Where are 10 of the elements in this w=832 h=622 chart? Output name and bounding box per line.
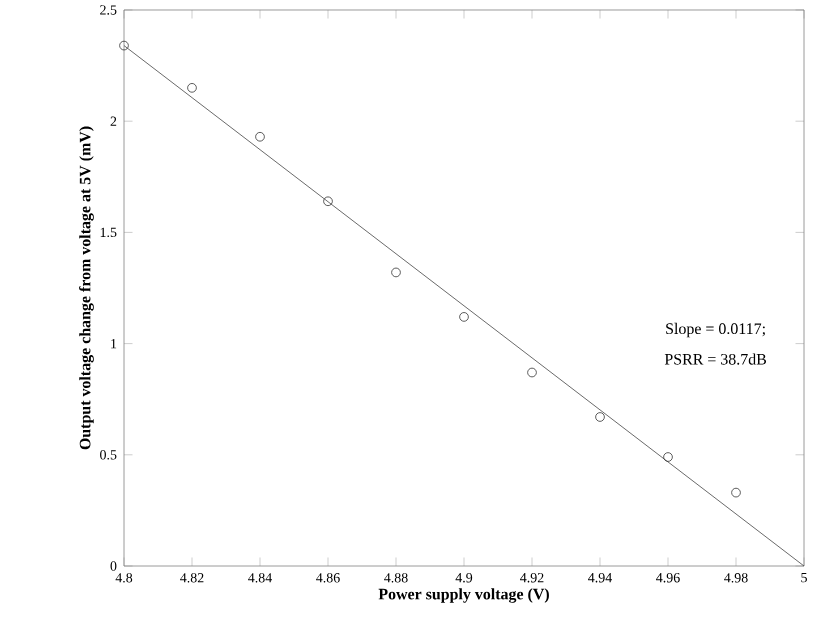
point [527,367,537,378]
point [731,487,741,498]
point [595,412,605,422]
point [323,196,333,207]
point [391,267,401,278]
point [187,83,197,93]
point [459,312,469,322]
point [663,452,673,462]
point [255,131,265,142]
point [119,40,129,51]
